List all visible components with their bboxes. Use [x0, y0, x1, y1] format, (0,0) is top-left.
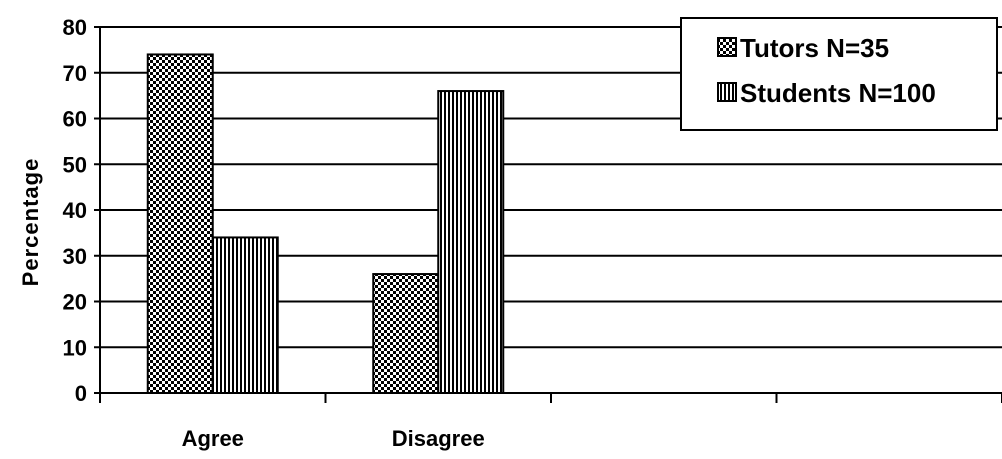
y-tick-label: 50: [63, 152, 87, 177]
bar-students-disagree: [437, 90, 505, 395]
x-category-label: Agree: [182, 426, 244, 451]
x-axis: Agree Disagree: [99, 392, 1002, 451]
legend: Tutors N=35 Students N=100: [680, 17, 998, 131]
bar-tutors-disagree: [372, 273, 440, 394]
bar-tutors-agree: [146, 53, 214, 394]
y-tick-label: 40: [63, 198, 87, 223]
y-tick-label: 80: [63, 15, 87, 40]
y-tick-label: 0: [75, 381, 87, 406]
y-tick-label: 20: [63, 290, 87, 315]
y-tick-label: 70: [63, 61, 87, 86]
y-axis-title: Percentage: [18, 158, 43, 287]
bar-students-agree: [211, 236, 279, 394]
legend-swatch: [717, 37, 737, 57]
x-category-label: Disagree: [392, 426, 485, 451]
legend-label: Tutors N=35: [740, 33, 889, 63]
y-tick-label: 10: [63, 335, 87, 360]
bar-series: [146, 53, 505, 395]
legend-swatch: [717, 82, 737, 102]
y-tick-label: 60: [63, 107, 87, 132]
y-tick-label: 30: [63, 244, 87, 269]
y-axis: 0 10 20 30 40 50 60 70 80: [63, 15, 101, 406]
legend-box: [680, 17, 998, 131]
legend-label: Students N=100: [740, 78, 936, 108]
